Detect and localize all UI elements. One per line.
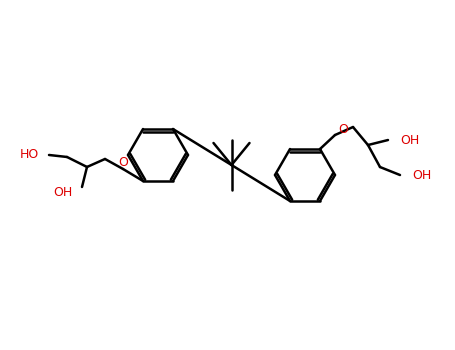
Text: OH: OH: [412, 168, 431, 182]
Text: O: O: [118, 156, 128, 169]
Text: OH: OH: [53, 187, 72, 199]
Text: O: O: [338, 122, 348, 135]
Text: HO: HO: [20, 148, 39, 161]
Text: OH: OH: [400, 133, 419, 147]
